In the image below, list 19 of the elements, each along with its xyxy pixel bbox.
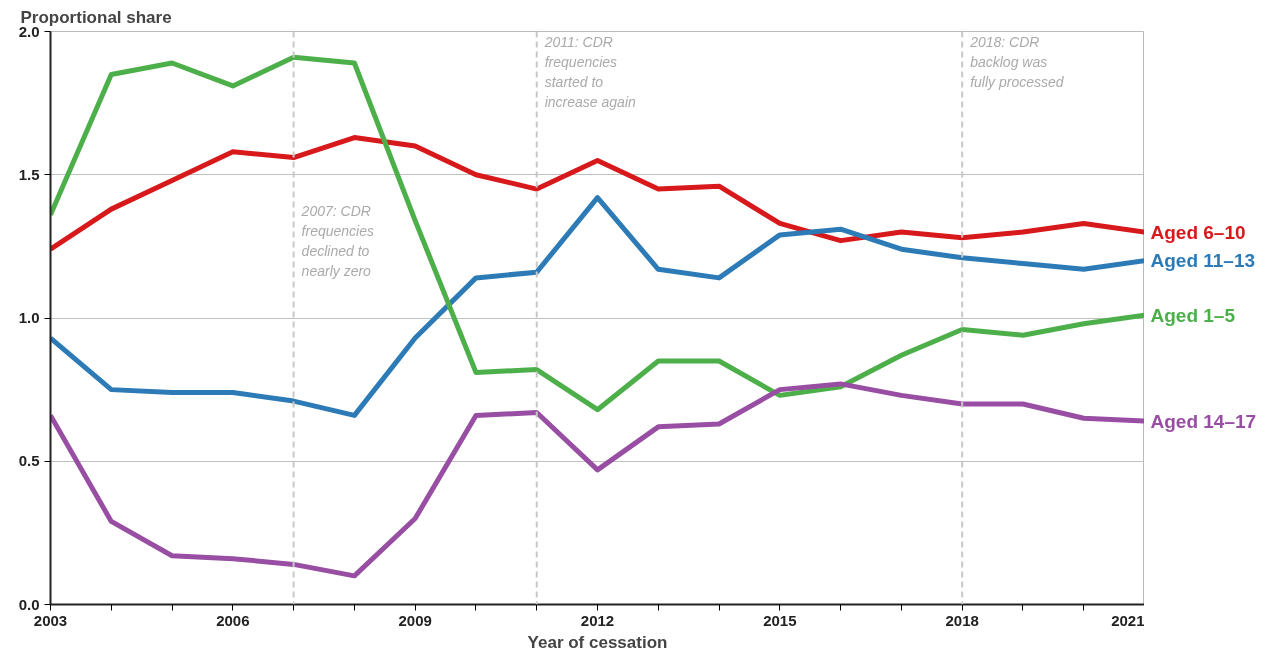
annotation: 2018: CDR backlog was fully processed xyxy=(969,34,1065,91)
y-tick-label: 0.0 xyxy=(18,595,40,613)
series-label: Aged 14–17 xyxy=(1150,410,1257,432)
series-label: Aged 6–10 xyxy=(1150,221,1246,243)
x-tick-label: 2006 xyxy=(216,611,250,629)
y-tick-label: 1.5 xyxy=(18,165,40,183)
annotation: 2007: CDR frequencies declined to nearly zero xyxy=(300,203,374,280)
y-tick-label: 0.5 xyxy=(18,452,40,470)
x-tick-label: 2021 xyxy=(1111,611,1145,629)
series-label: Aged 11–13 xyxy=(1150,250,1256,272)
x-axis-title: Year of cessation xyxy=(527,632,668,652)
x-tick-label: 2015 xyxy=(763,611,797,629)
x-tick-label: 2009 xyxy=(398,611,432,629)
annotation: 2011: CDR frequencies started to increase again xyxy=(543,34,636,111)
x-tick-label: 2018 xyxy=(945,611,979,629)
y-tick-label: 1.0 xyxy=(18,309,40,326)
x-tick-label: 2003 xyxy=(33,611,68,629)
series-label: Aged 1–5 xyxy=(1150,304,1236,326)
x-tick-label: 2012 xyxy=(580,611,615,629)
